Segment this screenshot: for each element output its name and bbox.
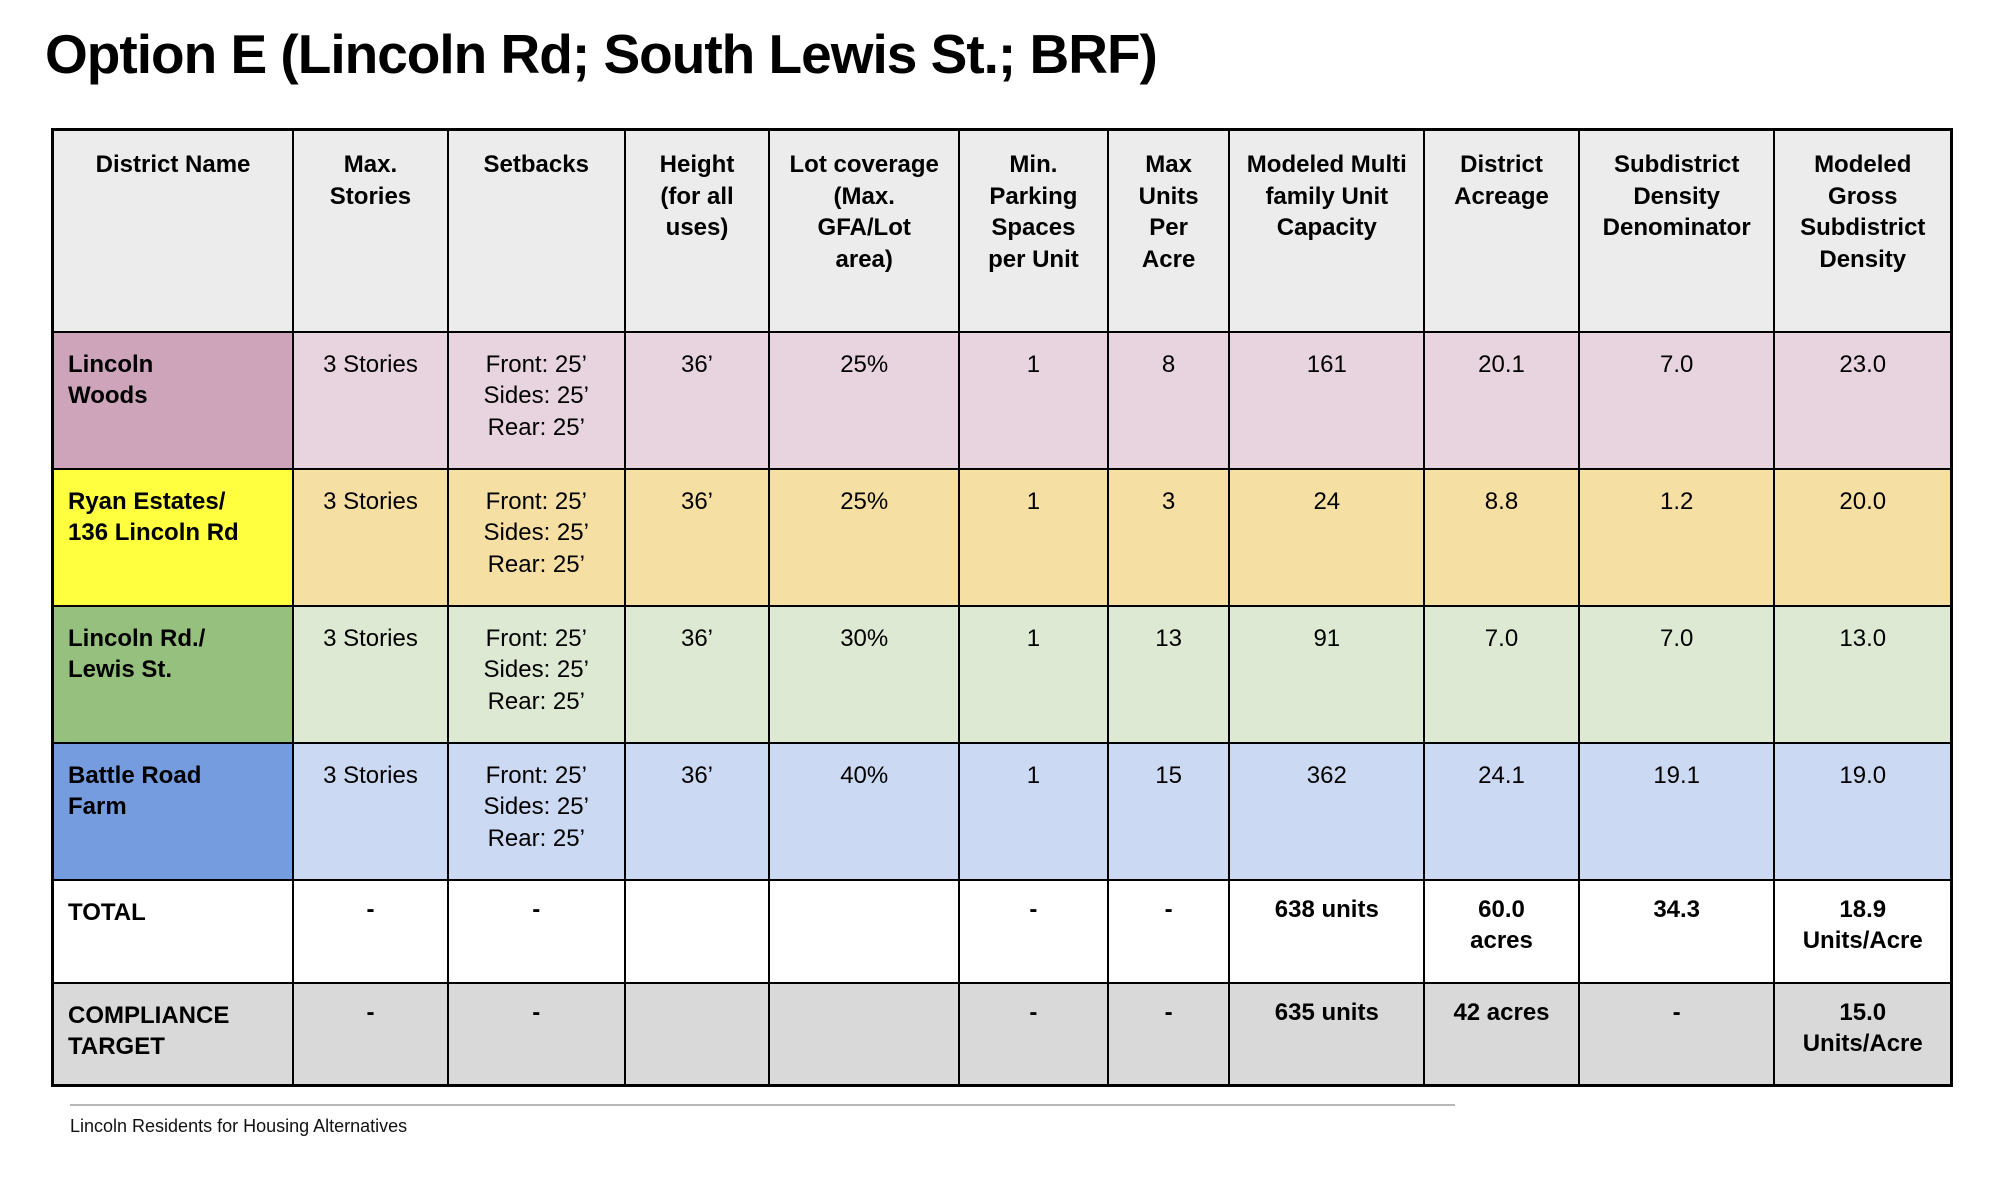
- min-parking-cell: 1: [958, 467, 1109, 607]
- max-stories-cell: 3 Stories: [292, 467, 449, 607]
- height-cell: [623, 878, 771, 984]
- compliance-label-cell: COMPLIANCE TARGET: [51, 981, 295, 1087]
- max-units-per-acre-cell: 3: [1106, 467, 1231, 607]
- gross-density-cell: 13.0: [1773, 604, 1953, 744]
- district-acreage-cell: 8.8: [1423, 467, 1580, 607]
- gross-density-cell: 19.0: [1773, 741, 1953, 881]
- max-units-per-acre-cell: -: [1106, 878, 1231, 984]
- max-units-per-acre-cell: 8: [1106, 330, 1231, 470]
- height-cell: 36’: [623, 741, 771, 881]
- gross-density-cell: 20.0: [1773, 467, 1953, 607]
- max-units-per-acre-cell: -: [1106, 981, 1231, 1087]
- density-denominator-cell: 19.1: [1577, 741, 1776, 881]
- lot-coverage-cell: 25%: [768, 330, 961, 470]
- min-parking-cell: 1: [958, 741, 1109, 881]
- max-stories-cell: 3 Stories: [292, 604, 449, 744]
- row-battle-road-farm: Battle Road Farm 3 Stories Front: 25’ Si…: [51, 741, 1953, 881]
- unit-capacity-cell: 91: [1228, 604, 1426, 744]
- page-title: Option E (Lincoln Rd; South Lewis St.; B…: [45, 23, 1158, 85]
- col-header-setbacks: Setbacks: [446, 128, 626, 333]
- max-stories-cell: 3 Stories: [292, 330, 449, 470]
- unit-capacity-cell: 24: [1228, 467, 1426, 607]
- height-cell: 36’: [623, 467, 771, 607]
- gross-density-cell: 18.9 Units/Acre: [1773, 878, 1953, 984]
- footer-divider: [70, 1104, 1455, 1106]
- row-compliance-target: COMPLIANCE TARGET - - - - 635 units 42 a…: [51, 981, 1953, 1087]
- district-acreage-cell: 20.1: [1423, 330, 1580, 470]
- lot-coverage-cell: [768, 878, 961, 984]
- setbacks-cell: Front: 25’ Sides: 25’ Rear: 25’: [446, 467, 626, 607]
- height-cell: 36’: [623, 604, 771, 744]
- unit-capacity-cell: 638 units: [1228, 878, 1426, 984]
- setbacks-cell: -: [446, 981, 626, 1087]
- lot-coverage-cell: 25%: [768, 467, 961, 607]
- row-ryan-estates: Ryan Estates/ 136 Lincoln Rd 3 Stories F…: [51, 467, 1953, 607]
- unit-capacity-cell: 362: [1228, 741, 1426, 881]
- col-header-lot-coverage: Lot coverage (Max. GFA/Lot area): [768, 128, 961, 333]
- col-header-density-denominator: Subdistrict Density Denominator: [1577, 128, 1776, 333]
- min-parking-cell: -: [958, 878, 1109, 984]
- district-acreage-cell: 42 acres: [1423, 981, 1580, 1087]
- col-header-max-units-per-acre: Max Units Per Acre: [1106, 128, 1231, 333]
- zoning-table: District Name Max. Stories Setbacks Heig…: [51, 128, 1953, 1087]
- gross-density-cell: 23.0: [1773, 330, 1953, 470]
- min-parking-cell: -: [958, 981, 1109, 1087]
- setbacks-cell: -: [446, 878, 626, 984]
- max-stories-cell: -: [292, 878, 449, 984]
- district-name-cell: Ryan Estates/ 136 Lincoln Rd: [51, 467, 295, 607]
- height-cell: [623, 981, 771, 1087]
- density-denominator-cell: -: [1577, 981, 1776, 1087]
- row-lincoln-rd-lewis-st: Lincoln Rd./ Lewis St. 3 Stories Front: …: [51, 604, 1953, 744]
- col-header-district-name: District Name: [51, 128, 295, 333]
- max-stories-cell: -: [292, 981, 449, 1087]
- max-units-per-acre-cell: 13: [1106, 604, 1231, 744]
- lot-coverage-cell: 30%: [768, 604, 961, 744]
- col-header-height: Height (for all uses): [623, 128, 771, 333]
- height-cell: 36’: [623, 330, 771, 470]
- gross-density-cell: 15.0 Units/Acre: [1773, 981, 1953, 1087]
- district-name-cell: Battle Road Farm: [51, 741, 295, 881]
- density-denominator-cell: 7.0: [1577, 330, 1776, 470]
- min-parking-cell: 1: [958, 330, 1109, 470]
- unit-capacity-cell: 635 units: [1228, 981, 1426, 1087]
- lot-coverage-cell: 40%: [768, 741, 961, 881]
- district-acreage-cell: 24.1: [1423, 741, 1580, 881]
- setbacks-cell: Front: 25’ Sides: 25’ Rear: 25’: [446, 604, 626, 744]
- col-header-gross-density: Modeled Gross Subdistrict Density: [1773, 128, 1953, 333]
- col-header-max-stories: Max. Stories: [292, 128, 449, 333]
- row-total: TOTAL - - - - 638 units 60.0 acres 34.3 …: [51, 878, 1953, 984]
- max-stories-cell: 3 Stories: [292, 741, 449, 881]
- col-header-unit-capacity: Modeled Multi family Unit Capacity: [1228, 128, 1426, 333]
- lot-coverage-cell: [768, 981, 961, 1087]
- total-label-cell: TOTAL: [51, 878, 295, 984]
- district-acreage-cell: 60.0 acres: [1423, 878, 1580, 984]
- district-acreage-cell: 7.0: [1423, 604, 1580, 744]
- setbacks-cell: Front: 25’ Sides: 25’ Rear: 25’: [446, 741, 626, 881]
- setbacks-cell: Front: 25’ Sides: 25’ Rear: 25’: [446, 330, 626, 470]
- density-denominator-cell: 1.2: [1577, 467, 1776, 607]
- district-name-cell: Lincoln Rd./ Lewis St.: [51, 604, 295, 744]
- max-units-per-acre-cell: 15: [1106, 741, 1231, 881]
- unit-capacity-cell: 161: [1228, 330, 1426, 470]
- density-denominator-cell: 7.0: [1577, 604, 1776, 744]
- row-lincoln-woods: Lincoln Woods 3 Stories Front: 25’ Sides…: [51, 330, 1953, 470]
- density-denominator-cell: 34.3: [1577, 878, 1776, 984]
- col-header-district-acreage: District Acreage: [1423, 128, 1580, 333]
- col-header-min-parking: Min. Parking Spaces per Unit: [958, 128, 1109, 333]
- footer-attribution: Lincoln Residents for Housing Alternativ…: [70, 1116, 408, 1136]
- district-name-cell: Lincoln Woods: [51, 330, 295, 470]
- table-header-row: District Name Max. Stories Setbacks Heig…: [51, 128, 1953, 333]
- min-parking-cell: 1: [958, 604, 1109, 744]
